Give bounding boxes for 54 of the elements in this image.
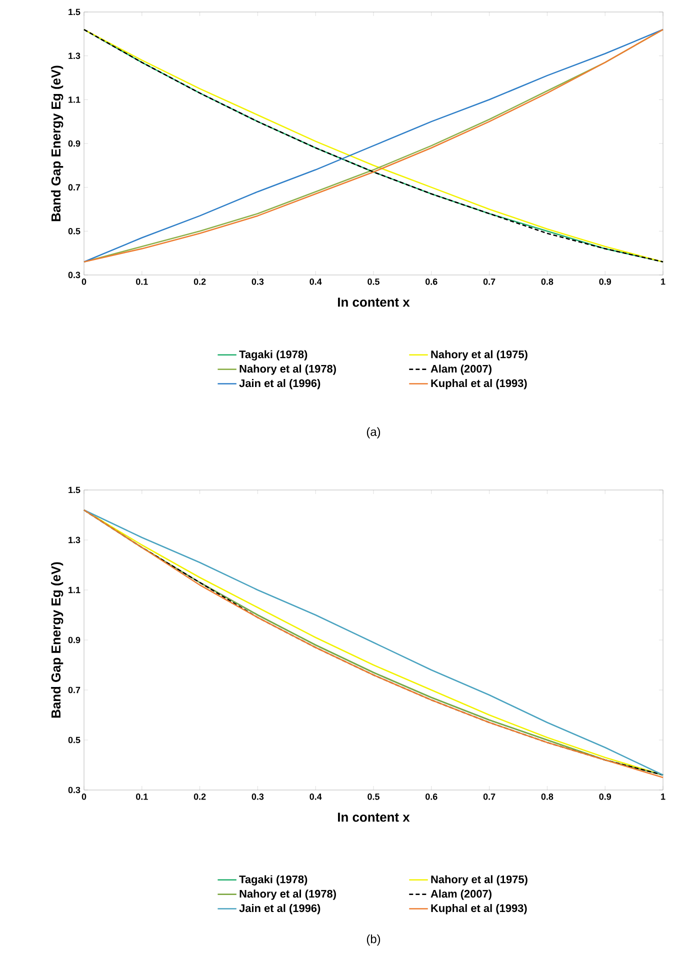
y-tick-label: 1.5 (68, 8, 80, 16)
x-tick-label: 0.1 (136, 794, 148, 800)
y-tick-label: 1.1 (68, 586, 80, 594)
y-tick-label: 0.7 (68, 184, 80, 191)
x-tick-label: 0.6 (426, 794, 438, 800)
x-tick-label: 0.5 (368, 278, 380, 285)
x-tick-label: 1 (661, 794, 666, 800)
legend-label: Kuphal et al (1993) (431, 904, 527, 914)
x-tick-label: 0 (82, 794, 86, 800)
x-axis-title: In content x (338, 812, 410, 822)
x-tick-label: 0.5 (368, 794, 380, 800)
x-tick-label: 0.4 (310, 794, 322, 800)
legend-label: Kuphal et al (1993) (431, 379, 527, 390)
x-tick-label: 0.9 (599, 278, 612, 285)
y-tick-label: 1.3 (68, 52, 80, 59)
y-tick-label: 0.3 (68, 786, 80, 794)
legend-label: Nahory et al (1975) (431, 350, 528, 360)
x-tick-label: 0.1 (136, 278, 148, 285)
y-tick-label: 0.9 (68, 636, 80, 644)
y-axis-title: Band Gap Energy Eg (eV) (51, 66, 64, 222)
x-tick-label: 0.2 (194, 794, 206, 800)
legend-label: Alam (2007) (430, 890, 492, 900)
legend-label: Tagaki (1978) (239, 350, 308, 360)
legend-label: Jain et al (1996) (239, 904, 320, 914)
legend-label: Nahory et al (1978) (240, 890, 336, 900)
x-tick-label: 0.4 (310, 278, 322, 285)
x-tick-label: 0.3 (252, 278, 264, 285)
y-tick-label: 0.5 (68, 736, 80, 744)
x-tick-label: 0.7 (483, 278, 496, 285)
x-tick-label: 0.8 (541, 278, 554, 285)
y-tick-label: 0.7 (68, 686, 80, 694)
x-tick-label: 0.2 (194, 278, 206, 285)
x-tick-label: 0.9 (599, 794, 612, 800)
x-tick-label: 0.3 (252, 794, 264, 800)
text: (b) (366, 934, 380, 946)
x-tick-label: 0.6 (426, 278, 438, 285)
legend-label: Jain et al (1996) (239, 379, 320, 390)
legend-label: Tagaki (1978) (239, 875, 308, 886)
x-tick-label: 0 (82, 278, 86, 285)
legend-label: Nahory et al (1978) (240, 364, 336, 375)
x-axis-title: In content x (338, 298, 410, 307)
y-tick-label: 0.5 (68, 228, 80, 234)
text: (a) (366, 427, 380, 438)
legend-label: Nahory et al (1975) (431, 875, 528, 886)
y-tick-label: 1.5 (68, 486, 80, 494)
y-tick-label: 0.9 (68, 140, 80, 147)
y-tick-label: 1.3 (68, 536, 80, 544)
x-tick-label: 1 (661, 278, 666, 285)
y-axis-title: Band Gap Energy Eg (eV) (51, 562, 64, 718)
legend-label: Alam (2007) (430, 364, 492, 375)
x-tick-label: 0.8 (541, 794, 554, 800)
y-tick-label: 1.1 (68, 96, 80, 103)
y-tick-label: 0.3 (68, 272, 80, 278)
x-tick-label: 0.7 (483, 794, 496, 800)
